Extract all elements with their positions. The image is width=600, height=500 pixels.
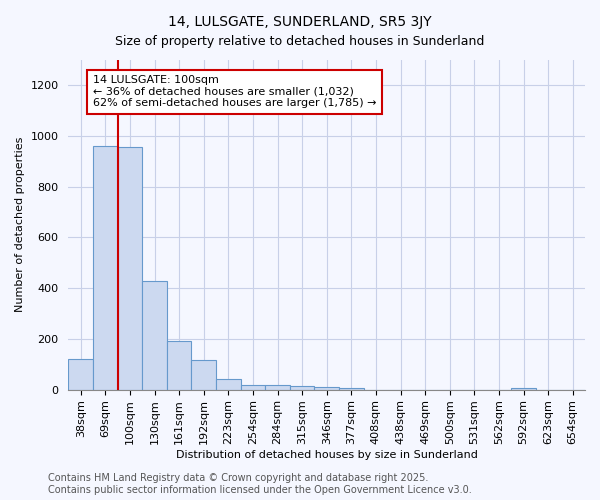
Bar (191, 360, 216, 390)
Y-axis label: Number of detached properties: Number of detached properties (15, 137, 25, 312)
X-axis label: Distribution of detached houses by size in Sunderland: Distribution of detached houses by size … (176, 450, 478, 460)
Bar (290, 386, 314, 390)
Text: 14 LULSGATE: 100sqm
← 36% of detached houses are smaller (1,032)
62% of semi-det: 14 LULSGATE: 100sqm ← 36% of detached ho… (93, 75, 377, 108)
Bar (314, 387, 339, 390)
Bar (339, 388, 364, 390)
Bar (265, 385, 290, 390)
Bar (142, 280, 167, 390)
Text: Size of property relative to detached houses in Sunderland: Size of property relative to detached ho… (115, 35, 485, 48)
Bar (167, 342, 191, 390)
Text: Contains HM Land Registry data © Crown copyright and database right 2025.
Contai: Contains HM Land Registry data © Crown c… (48, 474, 472, 495)
Bar (118, 148, 142, 390)
Bar (216, 380, 241, 390)
Bar (511, 388, 536, 390)
Text: 14, LULSGATE, SUNDERLAND, SR5 3JY: 14, LULSGATE, SUNDERLAND, SR5 3JY (168, 15, 432, 29)
Bar (241, 384, 265, 390)
Bar (68, 359, 93, 390)
Bar (93, 146, 118, 390)
